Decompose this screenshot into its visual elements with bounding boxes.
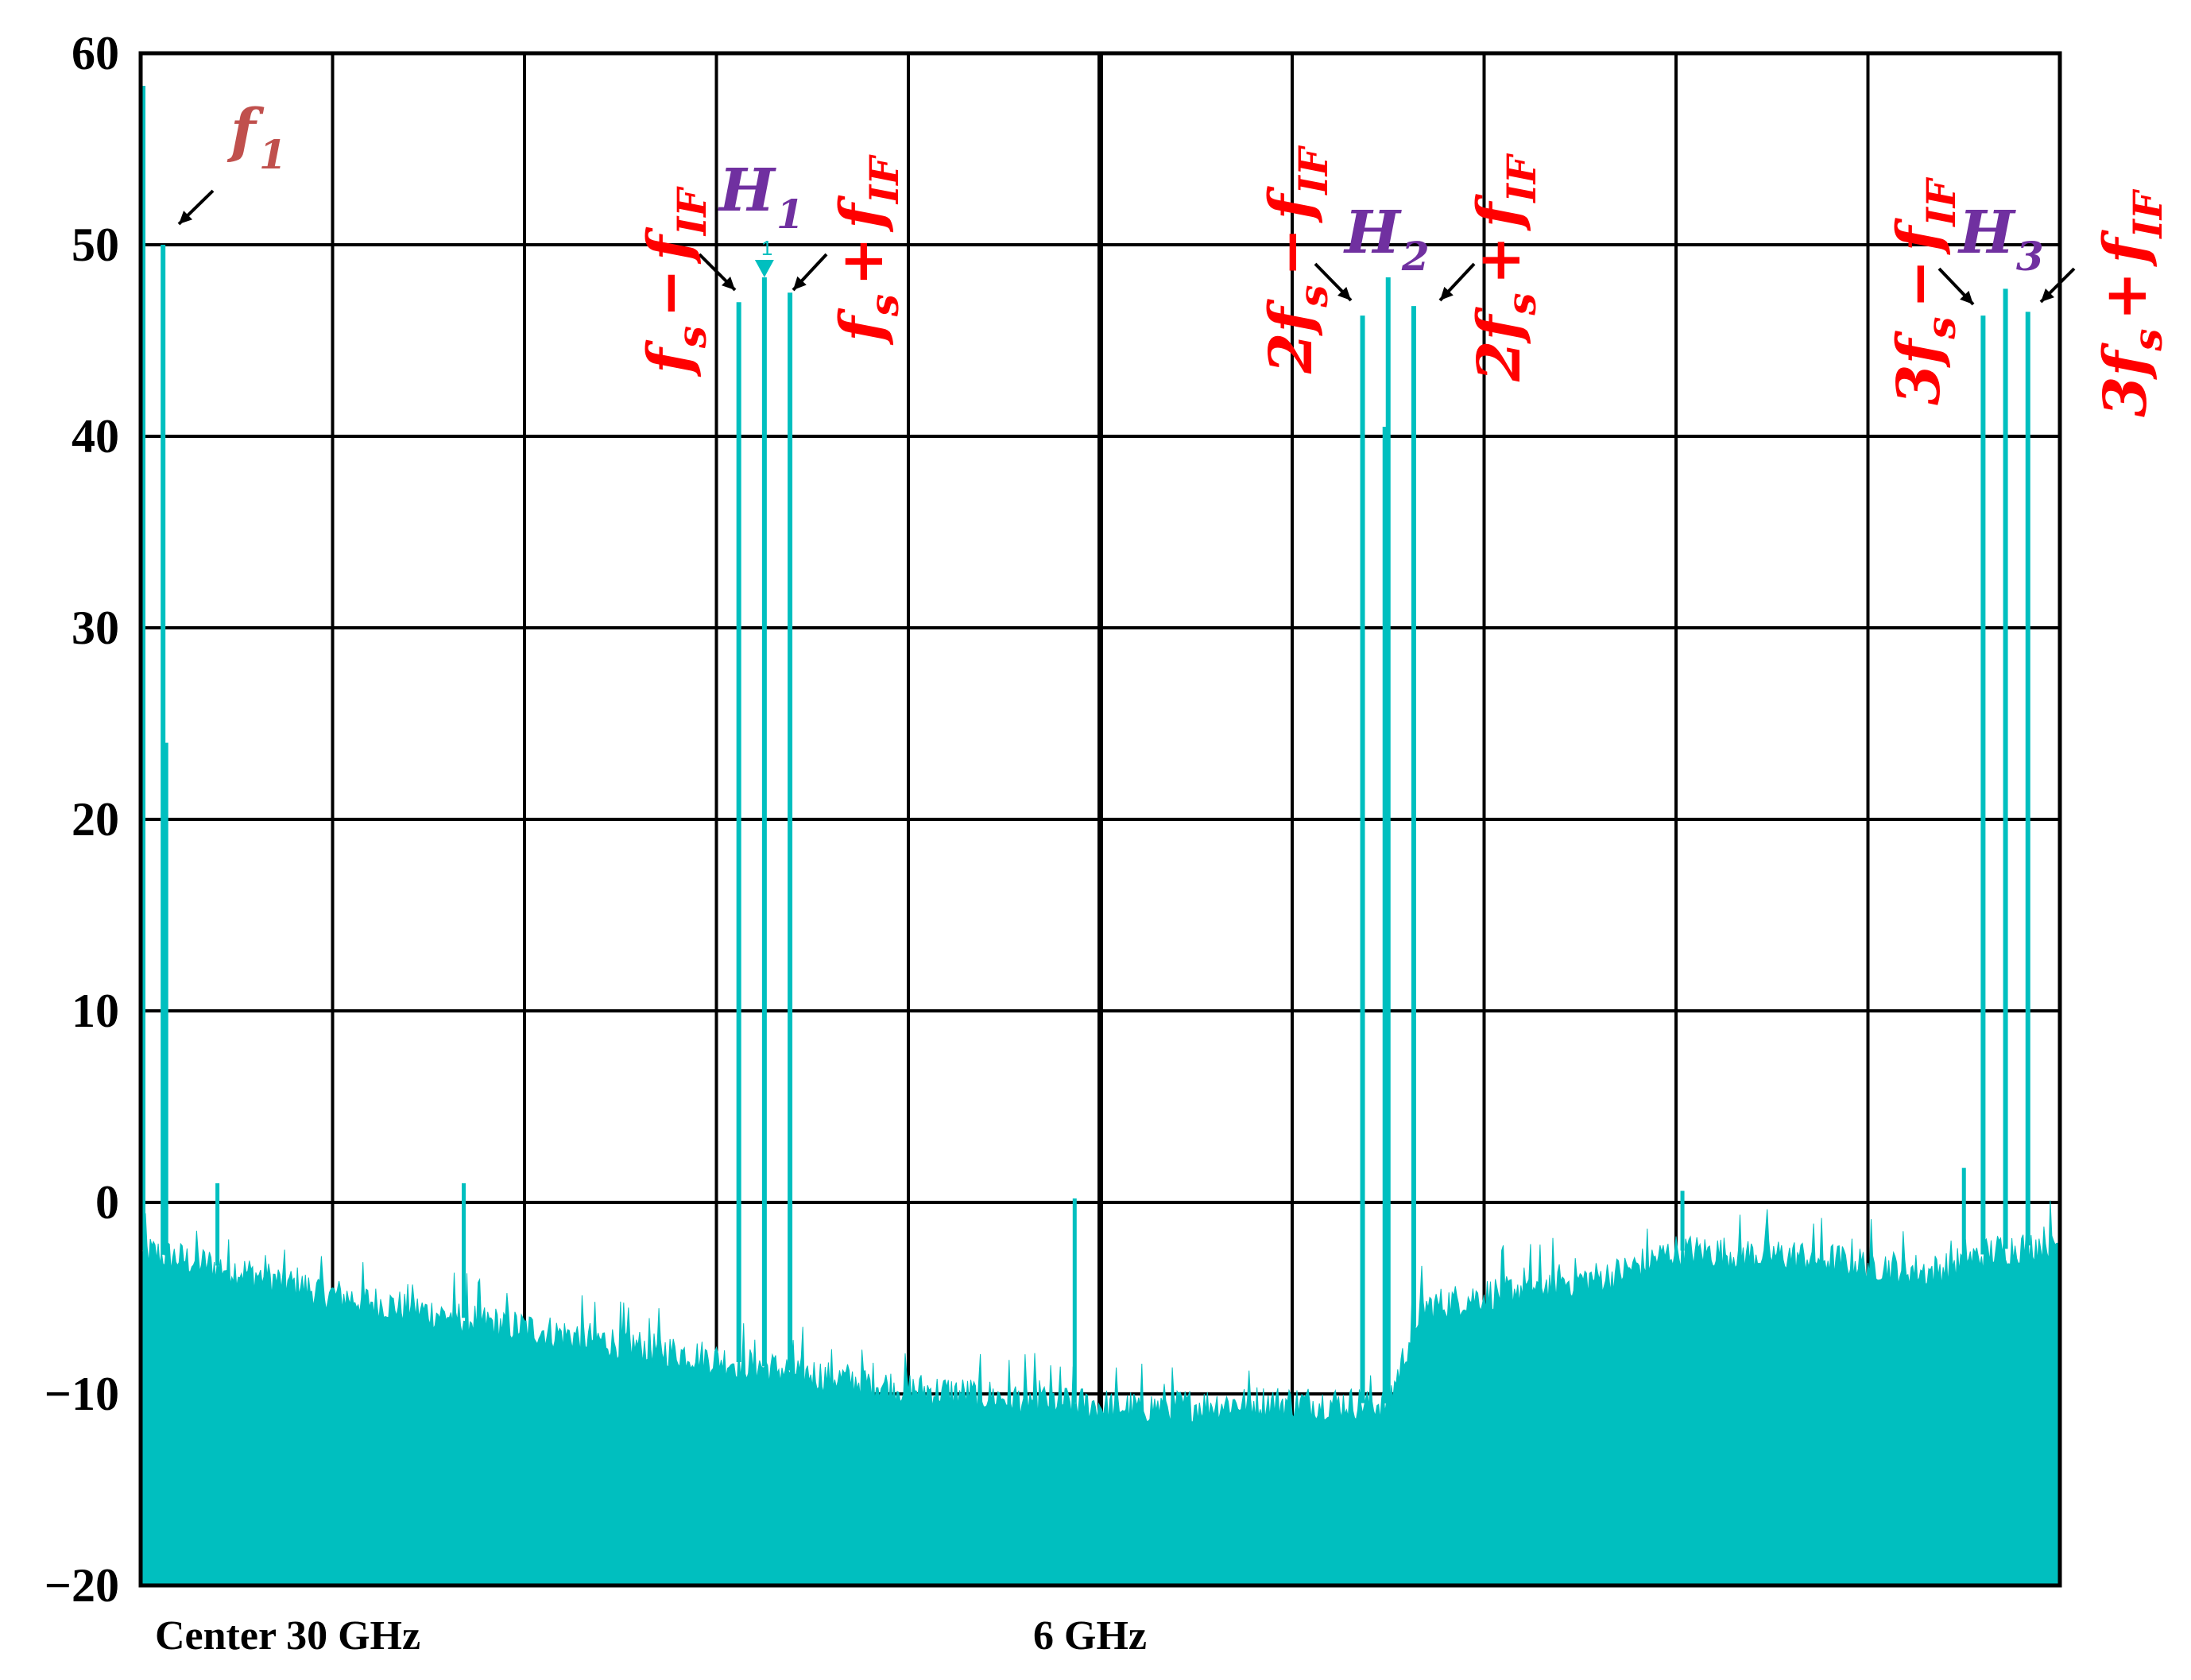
annotation-arrows — [177, 189, 2076, 306]
annotation-arrowhead — [1337, 286, 1351, 300]
label-h1: H1 — [718, 157, 804, 238]
y-tick-label: 0 — [95, 1176, 119, 1229]
annotation-arrowhead — [722, 277, 735, 290]
annotation-arrowhead — [179, 211, 193, 224]
annotation-arrowhead — [1960, 290, 1973, 304]
annotation-arrowhead — [793, 276, 807, 290]
center-frequency-label: Center 30 GHz — [155, 1613, 420, 1659]
marker-number: 1 — [761, 236, 772, 260]
y-tick-labels: 60 50 40 30 20 10 0 −10 −20 — [45, 27, 119, 1612]
plot-frame — [138, 51, 2062, 1588]
span-label: 6 GHz — [1033, 1613, 1147, 1659]
label-2fs-minus-fif: 2fs−fIF — [1257, 145, 1337, 374]
y-tick-label: 10 — [72, 985, 119, 1037]
y-tick-label: 20 — [72, 793, 119, 846]
axes — [138, 51, 2062, 1588]
spectrum-trace — [140, 85, 2061, 1586]
annotation-arrowhead — [2041, 288, 2054, 302]
y-tick-label: −20 — [45, 1559, 119, 1612]
marker-1: 1 — [754, 236, 774, 277]
annotation-arrowhead — [1440, 286, 1454, 300]
noise-floor — [140, 1200, 2061, 1586]
label-fs-plus-fif: fs+fIF — [828, 154, 908, 346]
label-h2: H2 — [1343, 199, 1430, 280]
y-tick-label: 30 — [72, 602, 119, 654]
marker-triangle — [754, 259, 774, 277]
y-tick-label: 50 — [72, 219, 119, 271]
label-3fs-plus-fif: 3fs+fIF — [2092, 188, 2171, 417]
label-h3: H3 — [1957, 199, 2044, 280]
y-tick-label: 60 — [72, 27, 119, 79]
label-3fs-minus-fif: 3fs−fIF — [1885, 176, 1965, 405]
y-tick-label: 40 — [72, 410, 119, 463]
y-tick-label: −10 — [45, 1368, 119, 1420]
